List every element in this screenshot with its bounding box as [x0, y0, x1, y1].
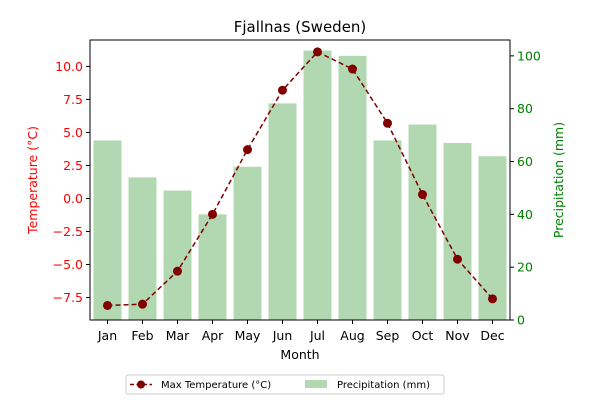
plot-frame: [89, 39, 511, 321]
precipitation-bar-dec: [478, 156, 507, 320]
temperature-axis: −7.5 −5.0 −2.5 0.0 2.5 5.0 7.5 10.0: [53, 59, 90, 305]
precipitation-bar-may: [233, 166, 262, 320]
precipitation-bar-sep: [373, 140, 402, 320]
precipitation-bar-nov: [443, 143, 472, 320]
precipitation-tick-label: 40: [517, 207, 533, 222]
precipitation-bars: [93, 50, 507, 320]
legend-precipitation-swatch: [305, 380, 327, 388]
precipitation-bar-apr: [198, 214, 227, 320]
month-tick-label: Sep: [376, 328, 400, 343]
temperature-point-nov: [453, 254, 462, 264]
legend-temperature-marker: [137, 380, 145, 389]
temperature-axis-label: Temperature (°C): [25, 126, 40, 235]
month-tick-label: Jan: [97, 328, 117, 343]
precipitation-axis: 0 20 40 60 80 100: [510, 48, 541, 328]
month-tick-label: Aug: [340, 328, 364, 343]
temperature-tick-label: 10.0: [55, 59, 83, 74]
legend-box: [125, 374, 445, 395]
precipitation-bar-jul: [303, 50, 332, 320]
precipitation-tick-label: 80: [517, 101, 533, 116]
precipitation-bar-mar: [163, 190, 192, 320]
precipitation-tick-label: 100: [517, 48, 541, 63]
temperature-point-mar: [173, 266, 182, 276]
precipitation-axis-label: Precipitation (mm): [551, 122, 566, 238]
precipitation-tick-label: 20: [517, 260, 533, 275]
temperature-tick-label: 0.0: [63, 191, 83, 206]
temperature-tick-label: −7.5: [53, 290, 83, 305]
temperature-point-jun: [278, 85, 287, 95]
temperature-point-jul: [313, 47, 322, 57]
month-tick-label: Dec: [480, 328, 504, 343]
temperature-point-dec: [488, 294, 497, 304]
temperature-point-oct: [418, 190, 427, 200]
month-tick-label: Feb: [131, 328, 153, 343]
month-axis: Jan Feb Mar Apr May Jun Jul Aug Sep Oct Nov Dec: [97, 320, 505, 343]
precipitation-bar-feb: [128, 177, 157, 320]
temperature-point-may: [243, 145, 252, 155]
month-tick-label: May: [235, 328, 261, 343]
temperature-tick-label: −5.0: [53, 257, 83, 272]
month-tick-label: Nov: [445, 328, 470, 343]
month-tick-label: Apr: [202, 328, 224, 343]
month-tick-label: Mar: [166, 328, 190, 343]
temperature-point-apr: [208, 209, 217, 219]
precipitation-bar-oct: [408, 124, 437, 320]
precipitation-bar-jan: [93, 140, 122, 320]
month-tick-label: Oct: [412, 328, 434, 343]
temperature-point-aug: [348, 64, 357, 74]
precipitation-tick-label: 60: [517, 154, 533, 169]
month-tick-label: Jun: [272, 328, 293, 343]
legend: Max Temperature (°C) Precipitation (mm): [125, 374, 445, 395]
precipitation-bar-aug: [338, 55, 367, 320]
temperature-point-jan: [103, 300, 112, 310]
temperature-tick-label: 2.5: [63, 158, 83, 173]
chart-title: Fjallnas (Sweden): [234, 18, 367, 36]
legend-precipitation-label: Precipitation (mm): [337, 380, 430, 391]
temperature-point-feb: [138, 299, 147, 309]
temperature-tick-label: 7.5: [63, 92, 83, 107]
x-axis-label: Month: [280, 347, 319, 362]
legend-temperature-label: Max Temperature (°C): [161, 380, 271, 391]
temperature-point-sep: [383, 118, 392, 128]
temperature-series: [103, 47, 497, 310]
precipitation-bar-jun: [268, 103, 297, 320]
precipitation-tick-label: 0: [517, 313, 525, 328]
temperature-tick-label: 5.0: [63, 125, 83, 140]
temperature-line: [107, 50, 494, 307]
temperature-tick-label: −2.5: [53, 224, 83, 239]
month-tick-label: Jul: [309, 328, 325, 343]
